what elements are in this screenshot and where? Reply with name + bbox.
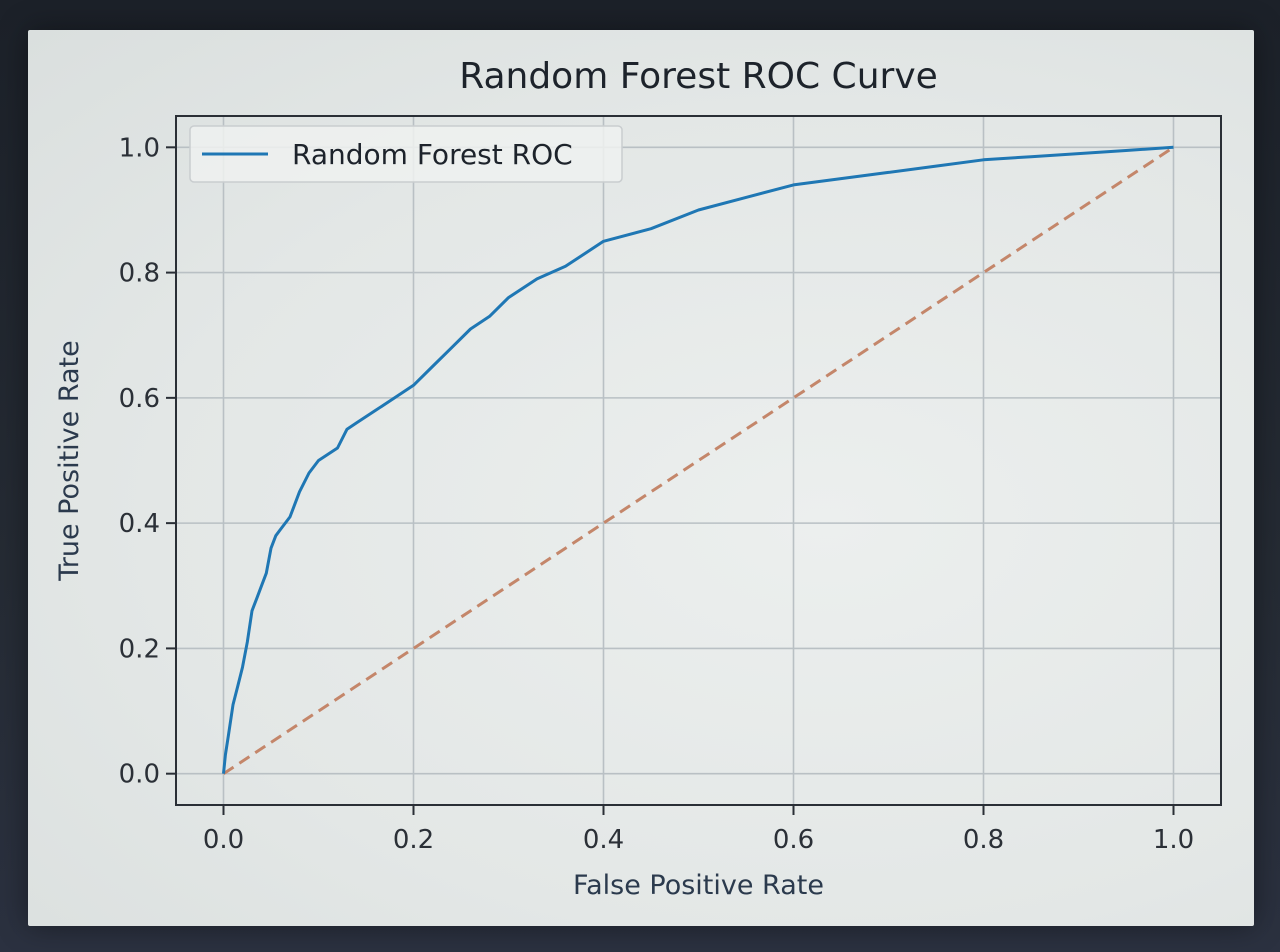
y-tick-label-3: 0.6: [119, 384, 160, 414]
y-tick-label-2: 0.4: [119, 509, 160, 539]
y-tick-label-1: 0.2: [119, 634, 160, 664]
x-tick-label-0: 0.0: [203, 825, 244, 855]
y-tick-label-4: 0.8: [119, 259, 160, 289]
series-layer: [222, 145, 1175, 775]
legend: Random Forest ROC: [189, 125, 623, 183]
x-tick-label-4: 0.8: [963, 825, 1004, 855]
roc-chart: 0.0 0.2 0.4 0.6 0.8 1.0 0.0 0.2 0.4 0.6 0.8 1.0 Ran…: [54, 56, 1222, 901]
chart-title: Random Forest ROC Curve: [459, 56, 938, 97]
plot-frame: [175, 115, 1222, 806]
x-tick-label-5: 1.0: [1153, 825, 1194, 855]
y-tick-label-5: 1.0: [119, 133, 160, 163]
x-tick-label-3: 0.6: [773, 825, 814, 855]
x-tick-label-2: 0.4: [583, 825, 624, 855]
screen: 0.0 0.2 0.4 0.6 0.8 1.0 0.0 0.2 0.4 0.6 0.8 1.0 Ran…: [28, 30, 1254, 926]
ticks: 0.0 0.2 0.4 0.6 0.8 1.0 0.0 0.2 0.4 0.6 0.8 1.0: [119, 133, 1195, 855]
y-axis-label: True Positive Rate: [54, 340, 85, 582]
x-axis-label: False Positive Rate: [573, 870, 824, 901]
legend-box: [189, 125, 623, 183]
chance-diagonal-line: [222, 146, 1175, 775]
x-tick-label-1: 0.2: [393, 825, 434, 855]
y-tick-label-0: 0.0: [119, 760, 160, 790]
roc-curve-line: [222, 145, 1174, 774]
legend-label: Random Forest ROC: [292, 138, 573, 171]
